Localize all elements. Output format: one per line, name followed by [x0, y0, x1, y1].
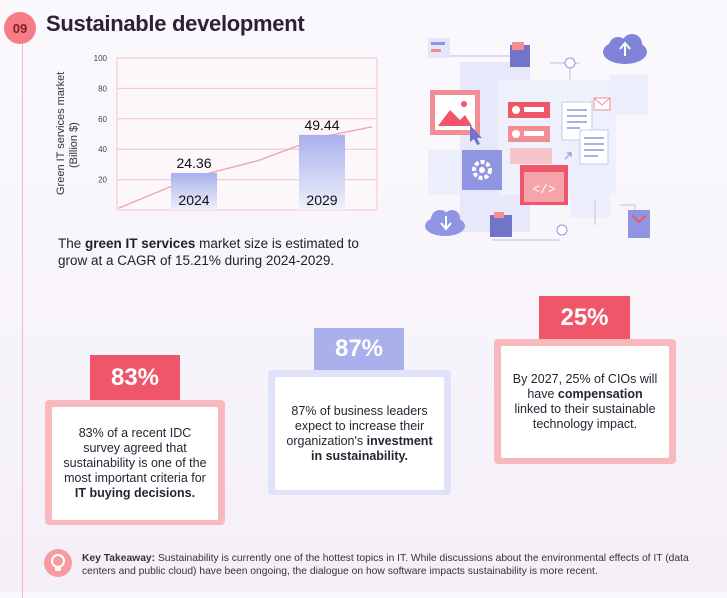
section-number-badge: 09	[4, 12, 36, 44]
stat-percentage: 25%	[539, 296, 630, 339]
y-tick-label: 60	[98, 115, 107, 124]
section-number: 09	[12, 20, 28, 36]
y-tick-label: 100	[94, 54, 108, 63]
stat-percentage: 87%	[314, 328, 404, 370]
data-label-2029: 49.44	[304, 117, 339, 133]
cloud-upload-icon	[603, 34, 647, 64]
page-title: Sustainable development	[46, 11, 305, 36]
technology-illustration: </>	[425, 34, 650, 241]
data-label-2024: 24.36	[176, 155, 211, 171]
category-label-2029: 2029	[306, 192, 337, 208]
gear-icon	[462, 150, 502, 190]
takeaway-text: Sustainability is currently one of the h…	[82, 553, 689, 577]
description-bold: green IT services	[85, 236, 196, 251]
document-icon	[561, 101, 609, 165]
header-divider-line	[22, 38, 23, 598]
stat-description: By 2027, 25% of CIOs will have compensat…	[501, 346, 669, 458]
lightbulb-icon	[44, 549, 72, 577]
ui-cards	[508, 102, 552, 164]
y-axis-label: Green IT services market	[55, 72, 67, 195]
bar-2029	[299, 134, 345, 210]
y-tick-label: 80	[98, 84, 107, 93]
category-label-2024: 2024	[178, 192, 209, 208]
stat-percentage: 83%	[90, 355, 180, 400]
takeaway-label: Key Takeaway:	[82, 553, 156, 564]
cursor-icon	[470, 125, 482, 145]
market-size-chart: Green IT services market (Billion $) 20 4…	[55, 54, 378, 211]
lock-icon	[556, 57, 576, 236]
y-tick-label: 20	[98, 176, 107, 185]
mail-icon	[593, 97, 650, 238]
folder-icon	[490, 42, 530, 237]
stat-description: 83% of a recent IDC survey agreed that s…	[52, 407, 218, 520]
bar-2024	[171, 172, 217, 210]
y-axis-label-line1: Green IT services market	[55, 72, 67, 195]
y-tick-label: 40	[98, 145, 107, 154]
market-description: The green IT services market size is est…	[58, 235, 378, 269]
code-icon: </>	[520, 165, 568, 205]
cloud-download-icon	[425, 210, 465, 236]
stat-description: 87% of business leaders expect to increa…	[275, 377, 444, 490]
key-takeaway: Key Takeaway: Sustainability is currentl…	[82, 552, 692, 578]
trend-line	[118, 126, 373, 209]
resize-icon	[562, 150, 574, 162]
svg-text:</>: </>	[532, 182, 556, 197]
y-axis-label-unit: (Billion $)	[68, 122, 80, 168]
image-icon	[430, 90, 480, 135]
description-pre: The	[58, 236, 86, 251]
sliders-widget	[428, 38, 450, 58]
description-post: market size is estimated to grow at a CA…	[58, 236, 359, 268]
